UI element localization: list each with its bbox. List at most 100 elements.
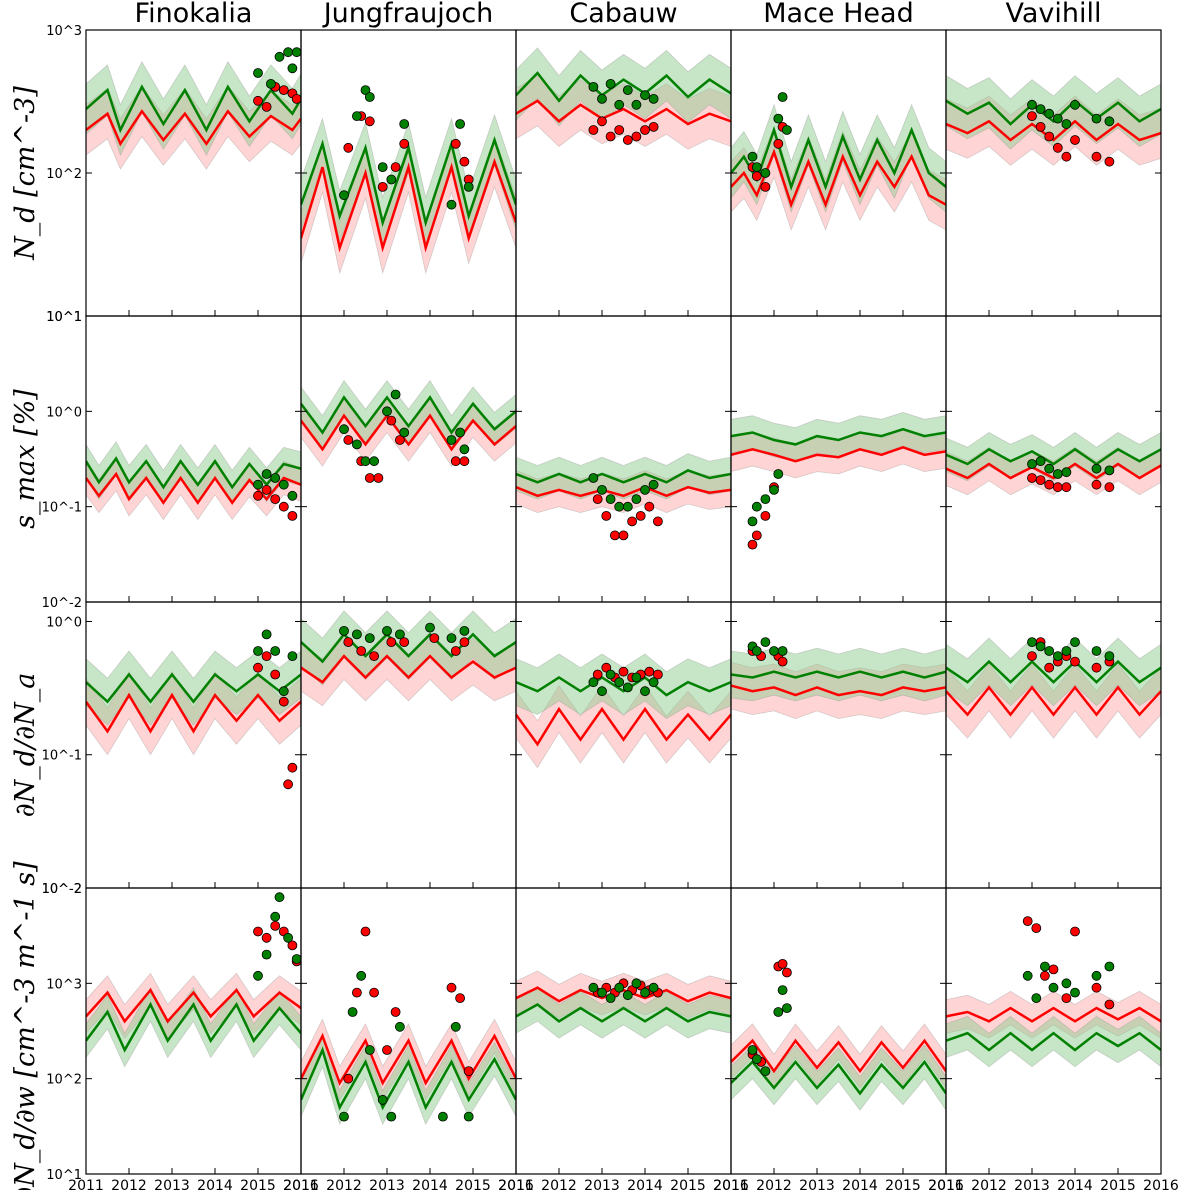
green-observation-point [747,1045,758,1055]
green-observation-point [640,484,650,495]
red-observation-point [618,530,629,541]
green-observation-point [640,686,650,697]
red-observation-point [360,926,371,937]
green-observation-point [648,94,659,104]
green-observation-point [747,516,758,527]
red-observation-point [369,987,380,998]
red-observation-point [1091,151,1102,162]
red-observation-point [614,125,625,135]
red-observation-point [429,633,440,643]
red-observation-point [270,669,281,680]
x-tick-label: 2014 [842,1178,878,1190]
red-observation-point [1035,122,1046,132]
red-series-line [516,706,731,747]
x-tick-label: 2014 [412,1178,448,1190]
red-observation-point [1070,656,1080,667]
red-observation-point [648,122,659,132]
green-observation-point [1061,978,1072,989]
x-tick-label: 2014 [627,1178,663,1190]
red-series-line [86,109,301,147]
green-observation-point [253,479,263,490]
panel-dnda-jungfraujoch [300,601,517,889]
red-observation-point [287,511,298,521]
green-observation-point [270,646,281,656]
red-series-line [301,1032,516,1086]
red-observation-point [278,696,289,707]
red-observation-point [343,637,354,647]
row-label-dnda: ∂N_d/∂N_a [10,673,41,818]
panel-dndw-finokalia [85,887,302,1175]
y-tick-label: 10^-2 [42,596,82,611]
green-observation-point [588,82,599,92]
red-observation-point [261,484,272,495]
column-title-jungfraujoch: Jungfraujoch [322,0,494,29]
red-observation-point [1091,662,1102,673]
green-observation-point [1061,119,1072,129]
red-series-line [516,485,731,498]
green-observation-point [339,424,349,435]
red-observation-point [1027,111,1037,121]
x-tick-label: 2012 [326,1178,362,1190]
green-observation-point [622,85,633,95]
panel-dndw-cabauw [515,887,732,1175]
red-observation-point [622,135,633,145]
red-observation-point [450,646,461,656]
green-band [946,1015,1161,1068]
green-observation-point [605,669,616,680]
green-observation-point [278,686,289,697]
green-observation-point [597,987,607,998]
panel-smax-finokalia [85,315,302,603]
red-observation-point [390,1007,401,1017]
green-observation-point [360,85,371,95]
green-observation-point [622,990,633,1001]
green-series-line [731,1059,946,1096]
panel-dndw-mace-head [730,887,947,1175]
green-observation-point [1027,637,1037,647]
green-observation-point [1035,641,1046,652]
green-observation-point [287,651,298,661]
red-observation-point [399,138,410,149]
red-series-line [946,119,1161,142]
red-observation-point [1035,475,1046,486]
x-tick-label: 2015 [885,1178,921,1190]
green-series-line [301,1046,516,1111]
green-series-line [301,136,516,228]
green-observation-point [640,90,650,101]
green-observation-point [747,151,758,162]
green-observation-point [1031,993,1042,1003]
x-tick-label: 2013 [584,1178,620,1190]
red-series-line [516,986,731,1003]
x-tick-label: 2012 [111,1178,147,1190]
red-observation-point [1104,999,1115,1010]
red-observation-point [459,456,470,467]
green-observation-point [437,1111,448,1122]
red-series-line [86,987,301,1024]
x-tick-label: 2011 [283,1178,319,1190]
red-series-line [301,654,516,684]
green-observation-point [1052,113,1063,124]
green-observation-point [1040,961,1050,972]
y-tick-label: 10^1 [46,1168,82,1183]
green-observation-point [760,168,771,178]
red-observation-point [377,181,388,192]
green-observation-point [386,174,397,185]
x-tick-label: 2011 [68,1178,104,1190]
green-series-line [86,84,301,134]
green-observation-point [751,162,762,173]
green-series-line [516,1003,731,1023]
red-observation-point [291,94,301,104]
green-observation-point [760,1066,771,1076]
y-tick-label: 10^2 [46,167,82,182]
red-observation-point [364,473,375,483]
green-observation-point [1052,469,1063,479]
red-observation-point [1044,131,1055,142]
green-series-line [516,675,731,697]
green-observation-point [1104,116,1115,127]
y-tick-label: 10^1 [46,310,82,325]
green-observation-point [1061,646,1072,656]
green-observation-point [287,63,298,74]
panel-nd-mace-head [730,29,947,317]
green-series-line [731,427,946,446]
red-observation-point [1031,923,1042,933]
red-observation-point [382,1045,392,1055]
